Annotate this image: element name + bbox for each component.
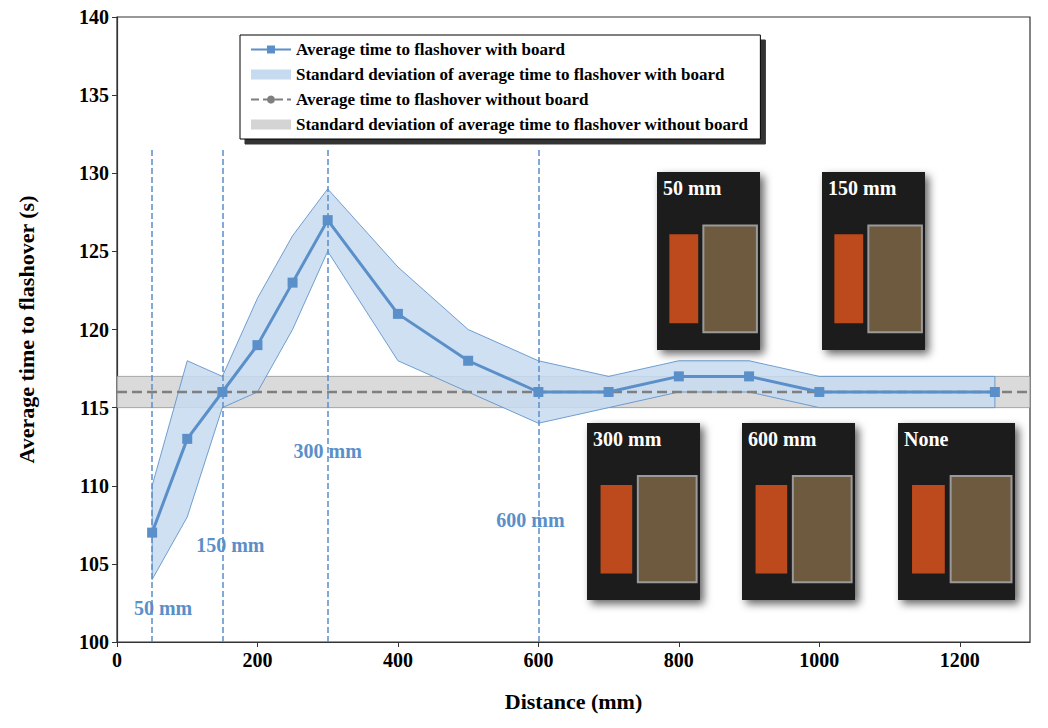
svg-text:50 mm: 50 mm: [134, 597, 193, 619]
svg-text:130: 130: [79, 162, 109, 184]
svg-text:600 mm: 600 mm: [496, 509, 565, 531]
svg-text:200: 200: [242, 649, 272, 671]
svg-text:Average time to flashover with: Average time to flashover with board: [296, 40, 566, 59]
svg-text:135: 135: [79, 84, 109, 106]
svg-text:120: 120: [79, 319, 109, 341]
svg-text:600 mm: 600 mm: [748, 428, 817, 450]
svg-text:1000: 1000: [799, 649, 839, 671]
svg-text:None: None: [904, 428, 949, 450]
svg-text:Standard deviation of average: Standard deviation of average time to fl…: [296, 115, 749, 134]
svg-text:Distance (mm): Distance (mm): [505, 689, 642, 714]
svg-text:0: 0: [112, 649, 122, 671]
svg-text:150 mm: 150 mm: [828, 177, 897, 199]
svg-text:400: 400: [383, 649, 413, 671]
svg-text:140: 140: [79, 6, 109, 28]
svg-text:110: 110: [80, 475, 109, 497]
svg-text:Average time to flashover (s): Average time to flashover (s): [14, 196, 39, 464]
svg-text:300 mm: 300 mm: [294, 440, 363, 462]
svg-text:100: 100: [79, 631, 109, 653]
svg-text:50 mm: 50 mm: [663, 177, 722, 199]
svg-text:600: 600: [523, 649, 553, 671]
svg-text:300 mm: 300 mm: [593, 428, 662, 450]
svg-text:105: 105: [79, 553, 109, 575]
svg-text:800: 800: [664, 649, 694, 671]
svg-text:125: 125: [79, 240, 109, 262]
svg-text:150 mm: 150 mm: [196, 534, 265, 556]
svg-text:1200: 1200: [940, 649, 980, 671]
svg-text:115: 115: [80, 397, 109, 419]
svg-text:Average time to flashover with: Average time to flashover without board: [296, 90, 589, 109]
svg-text:Standard deviation of average: Standard deviation of average time to fl…: [296, 65, 725, 84]
